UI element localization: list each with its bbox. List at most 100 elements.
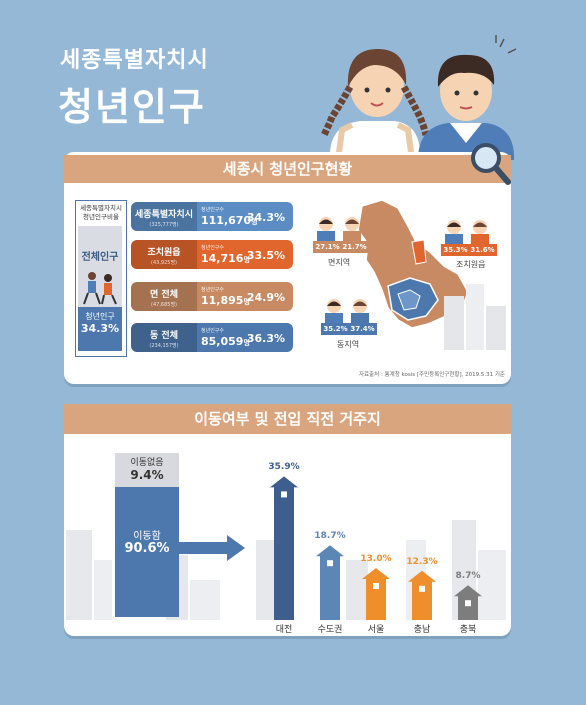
- stat-row-total: (47,685명): [151, 302, 177, 308]
- bar-body: [274, 486, 294, 620]
- stat-row-pct: 34.3%: [246, 211, 285, 224]
- no-move-pct: 9.4%: [130, 468, 164, 482]
- stat-row-total: (43,925명): [151, 260, 177, 266]
- stat-row-name: 조치원읍: [147, 248, 181, 258]
- stat-row-count: 청년인구수 111,670명: [201, 206, 258, 227]
- stat-row-count-value: 11,895명: [201, 294, 250, 307]
- people-icon: [83, 272, 117, 305]
- stat-row: 동 전체 (234,157명) 청년인구수 85,059명 36.3%: [131, 323, 293, 352]
- stat-row-pct: 36.3%: [246, 332, 285, 345]
- bar-0: [270, 476, 298, 620]
- x-tick-label: 충북: [459, 625, 477, 635]
- source-note: 자료출처 : 통계청 kosis [주민등록인구현황], 2019.5.31 기…: [358, 372, 505, 378]
- skyline-decoration-1: [444, 284, 506, 350]
- bar-value-label: 18.7%: [314, 531, 346, 542]
- dong-label: 동지역: [337, 340, 360, 349]
- dong-female-pct: 37.4%: [348, 323, 377, 335]
- youth-population-label: 청년인구: [85, 312, 115, 321]
- bar-4: [454, 585, 482, 620]
- stat-row-count-title: 청년인구수: [201, 207, 225, 213]
- stat-row-count-value: 85,059명: [201, 335, 250, 348]
- stat-row: 세종특별자치시 (325,777명) 청년인구수 111,670명 34.3%: [131, 202, 293, 231]
- total-population-label: 전체인구: [81, 252, 119, 263]
- bar-roof: [408, 570, 436, 582]
- bar-roof: [270, 476, 298, 488]
- bar-window: [465, 600, 471, 607]
- stat-row-count-value: 14,716명: [201, 252, 250, 265]
- stat-row-count-unit: 명: [243, 339, 250, 347]
- moved-pct: 90.6%: [124, 541, 170, 556]
- origin-chart: [270, 476, 482, 620]
- bar-window: [419, 585, 425, 592]
- stat-row-name: 면 전체: [150, 290, 178, 300]
- stat-row-count-number: 111,670: [201, 214, 252, 227]
- x-tick-label: 서울: [367, 625, 385, 635]
- sejong-map: [357, 199, 469, 329]
- myeon-female-pct: 21.7%: [340, 241, 369, 253]
- dong-male-pct: 35.2%: [321, 323, 350, 335]
- bar-roof: [362, 568, 390, 579]
- stat-row-total: (325,777명): [149, 222, 179, 228]
- stat-row-count-title: 청년인구수: [201, 328, 225, 334]
- moved-bar: [115, 487, 179, 617]
- stat-row-count-unit: 명: [251, 218, 258, 226]
- stat-row-label: 조치원읍 (43,925명): [131, 240, 197, 269]
- jochiwon-label: 조치원읍: [456, 260, 486, 269]
- stat-row-pct: 33.5%: [246, 249, 285, 262]
- bar-window: [327, 560, 333, 567]
- myeon-label: 면지역: [328, 258, 351, 267]
- stat-row-label: 동 전체 (234,157명): [131, 323, 197, 352]
- bar-value-label: 8.7%: [455, 571, 481, 582]
- stat-row-name: 세종특별자치시: [135, 210, 193, 220]
- bar-body: [366, 578, 386, 620]
- no-move-bar: [115, 453, 179, 487]
- bar-window: [281, 491, 287, 498]
- stat-row-label: 세종특별자치시 (325,777명): [131, 202, 197, 231]
- x-tick-label: 대전: [275, 625, 293, 635]
- stat-row-count-value: 111,670명: [201, 214, 258, 227]
- x-tick-label: 수도권: [317, 625, 343, 635]
- bar-window: [373, 583, 379, 589]
- jochiwon-male-pct: 35.3%: [441, 244, 470, 256]
- stat-row-total: (234,157명): [149, 343, 179, 349]
- stat-row: 조치원읍 (43,925명) 청년인구수 14,716명 33.5%: [131, 240, 293, 269]
- moved-label: 이동함: [133, 531, 161, 542]
- stat-row-count: 청년인구수 14,716명: [201, 244, 250, 265]
- no-move-label: 이동없음: [130, 458, 164, 468]
- myeon-people-icon: [317, 217, 361, 241]
- bar-3: [408, 570, 436, 620]
- bar-roof: [454, 585, 482, 597]
- stat-row-label: 면 전체 (47,685명): [131, 282, 197, 311]
- youth-population-bar: [78, 307, 122, 351]
- stat-row-count-unit: 명: [243, 256, 250, 264]
- stat-row-count-title: 청년인구수: [201, 245, 225, 251]
- stat-row-count: 청년인구수 85,059명: [201, 327, 250, 348]
- stat-row-name: 동 전체: [150, 331, 178, 341]
- bar-value-label: 13.0%: [360, 554, 392, 564]
- legend-title: 세종특별자치시 청년인구비율: [75, 200, 127, 222]
- arrow-icon: [179, 535, 245, 561]
- magnifier-icon: [471, 143, 511, 185]
- stat-row-pct: 24.9%: [246, 291, 285, 304]
- bar-body: [412, 580, 432, 620]
- youth-population-pct: 34.3%: [80, 322, 120, 335]
- jochiwon-female-pct: 31.6%: [468, 244, 497, 256]
- bar-roof: [316, 545, 344, 557]
- stat-row-count-unit: 명: [243, 298, 250, 306]
- stat-row-count-number: 85,059: [201, 335, 244, 348]
- stat-row-count-title: 청년인구수: [201, 287, 225, 293]
- x-tick-label: 충남: [413, 625, 431, 635]
- section1-banner: 세종시 청년인구현황: [64, 155, 511, 183]
- stat-row-count-number: 11,895: [201, 294, 244, 307]
- stat-row-count: 청년인구수 11,895명: [201, 286, 250, 307]
- section2-banner: 이동여부 및 전입 직전 거주지: [64, 404, 511, 434]
- bar-2: [362, 568, 390, 620]
- bar-body: [320, 555, 340, 620]
- legend-title-line2: 청년인구비율: [83, 213, 119, 221]
- title-line2: 청년인구: [58, 85, 206, 129]
- legend-title-line1: 세종특별자치시: [80, 204, 122, 212]
- stat-row-count-number: 14,716: [201, 252, 244, 265]
- jochiwon-people-icon: [445, 220, 489, 244]
- stat-row: 면 전체 (47,685명) 청년인구수 11,895명 24.9%: [131, 282, 293, 311]
- bar-value-label: 35.9%: [268, 462, 300, 473]
